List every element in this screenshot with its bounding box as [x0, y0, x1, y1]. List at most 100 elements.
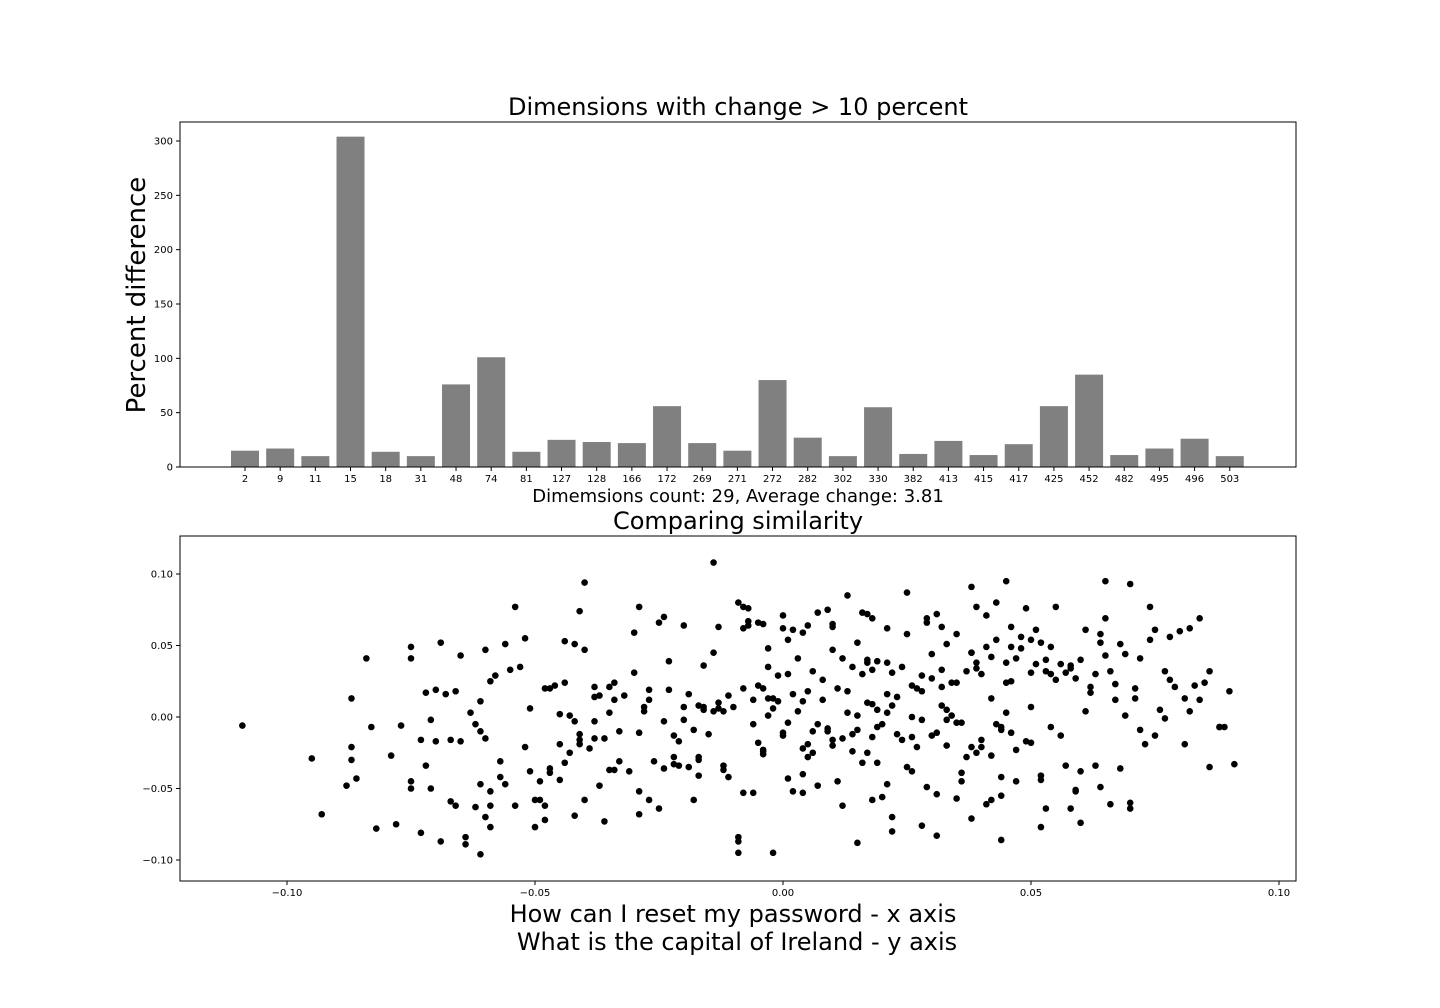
- scatter-point: [923, 619, 931, 626]
- scatter-point: [427, 785, 435, 792]
- scatter-point: [794, 707, 802, 715]
- scatter-point: [1126, 580, 1134, 588]
- scatter-point: [804, 687, 812, 695]
- scatter-point: [948, 679, 955, 686]
- scatter-point: [1062, 762, 1070, 769]
- scatter-point: [799, 697, 807, 705]
- scatter-point: [715, 623, 722, 631]
- scatter-ytick-label: −0.10: [142, 856, 173, 867]
- scatter-point: [854, 712, 861, 719]
- bar-81: [512, 451, 541, 467]
- scatter-point: [839, 802, 846, 809]
- scatter-point: [556, 710, 564, 718]
- scatter-point: [680, 622, 688, 629]
- scatter-ytick-label: 0.10: [151, 570, 173, 581]
- bar-xtick-label: 482: [1115, 474, 1134, 485]
- scatter-point: [1092, 670, 1099, 678]
- scatter-point: [1097, 639, 1104, 646]
- scatter-point: [546, 769, 554, 777]
- scatter-point: [1196, 696, 1203, 704]
- bar-272: [758, 380, 787, 467]
- bar-425: [1039, 406, 1068, 467]
- scatter-chart-frame: [179, 535, 1297, 882]
- scatter-point: [983, 643, 990, 651]
- scatter-point: [898, 663, 906, 671]
- scatter-point: [744, 622, 752, 629]
- scatter-point: [943, 716, 950, 724]
- scatter-point: [864, 749, 871, 757]
- scatter-point: [1012, 655, 1020, 662]
- scatter-point: [1077, 819, 1084, 827]
- scatter-point: [348, 695, 355, 702]
- scatter-point: [908, 682, 916, 689]
- scatter-point: [948, 712, 955, 719]
- bar-xtick-label: 269: [693, 474, 712, 485]
- scatter-point: [799, 629, 807, 636]
- scatter-point: [1146, 603, 1154, 611]
- scatter-point: [501, 640, 509, 648]
- scatter-point: [705, 730, 712, 738]
- scatter-point: [1027, 739, 1035, 747]
- scatter-point: [660, 717, 668, 725]
- scatter-point: [561, 759, 569, 767]
- scatter-point: [1042, 656, 1050, 664]
- scatter-point: [824, 725, 831, 732]
- scatter-point: [586, 745, 593, 752]
- scatter-point: [754, 739, 762, 747]
- scatter-point: [988, 752, 995, 759]
- scatter-point: [635, 729, 643, 737]
- bar-xtick-label: 11: [309, 474, 322, 485]
- scatter-point: [988, 695, 995, 702]
- bar-xtick-label: 272: [763, 474, 782, 485]
- scatter-point: [447, 736, 454, 744]
- scatter-point: [650, 758, 658, 765]
- scatter-xlabel-line-2: What is the capital of Ireland - y axis: [517, 928, 957, 956]
- scatter-point: [1196, 615, 1203, 622]
- scatter-point: [963, 753, 970, 761]
- scatter-point: [1102, 577, 1109, 585]
- scatter-point: [764, 695, 772, 702]
- scatter-chart-points: [239, 559, 1238, 858]
- bar-127: [547, 439, 576, 467]
- scatter-point: [898, 736, 906, 744]
- scatter-point: [978, 670, 985, 678]
- scatter-point: [645, 796, 653, 804]
- scatter-point: [715, 699, 722, 706]
- scatter-point: [576, 730, 583, 738]
- scatter-point: [368, 723, 375, 731]
- scatter-point: [769, 705, 777, 712]
- scatter-point: [1131, 685, 1139, 692]
- scatter-point: [814, 609, 822, 616]
- scatter-point: [943, 742, 950, 749]
- bar-495: [1145, 448, 1174, 467]
- scatter-point: [973, 659, 980, 666]
- scatter-point: [526, 705, 534, 712]
- scatter-point: [868, 700, 876, 708]
- scatter-point: [1116, 640, 1124, 648]
- scatter-point: [928, 732, 936, 739]
- bar-452: [1075, 374, 1104, 467]
- scatter-point: [740, 789, 747, 797]
- scatter-point: [735, 838, 742, 845]
- scatter-point: [1171, 683, 1179, 691]
- scatter-point: [744, 605, 752, 612]
- scatter-point: [769, 849, 777, 857]
- scatter-point: [496, 758, 504, 765]
- scatter-point: [759, 620, 767, 628]
- scatter-point: [630, 669, 638, 676]
- scatter-point: [387, 752, 395, 759]
- scatter-point: [1186, 625, 1194, 632]
- bar-271: [723, 450, 752, 467]
- scatter-point: [883, 780, 891, 788]
- scatter-point: [759, 748, 767, 755]
- scatter-point: [1181, 740, 1189, 748]
- scatter-point: [873, 706, 881, 714]
- scatter-point: [824, 606, 831, 614]
- scatter-point: [888, 669, 896, 676]
- bar-xtick-label: 15: [344, 474, 357, 485]
- scatter-point: [849, 663, 856, 671]
- scatter-point: [700, 703, 707, 711]
- bar-chart-ylabel: Percent difference: [122, 177, 152, 414]
- scatter-point: [854, 726, 861, 734]
- bar-482: [1110, 455, 1139, 467]
